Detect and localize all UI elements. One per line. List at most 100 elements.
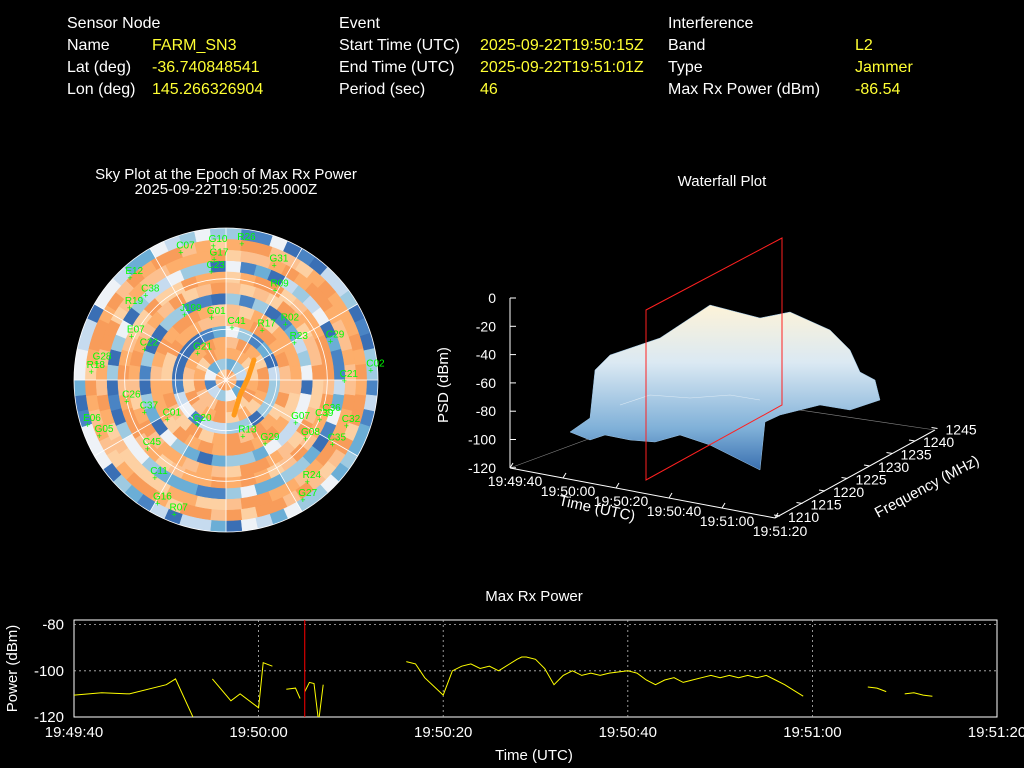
freq-tick-label: 1230: [878, 459, 909, 475]
time-tick: [509, 462, 514, 469]
satellite-marker: +: [324, 410, 329, 420]
time-tick: [562, 472, 567, 479]
x-axis-label: Time (UTC): [495, 747, 573, 764]
satellite-marker: +: [195, 348, 200, 358]
sky-cell: [322, 379, 335, 396]
time-tick-label: 19:51:00: [700, 513, 755, 529]
satellite-marker: +: [283, 319, 288, 329]
sky-azimuth-spoke: [225, 303, 358, 381]
sky-cell: [278, 365, 292, 381]
satellite-label: R07: [169, 502, 188, 513]
sky-azimuth-spoke: [225, 248, 303, 381]
satellite-marker: +: [165, 415, 170, 425]
sky-cell: [322, 364, 335, 381]
satellite-label: R02: [281, 312, 300, 323]
satellite-marker: +: [195, 420, 200, 430]
satellite-label: G08: [301, 427, 320, 438]
satellite-label: G01: [207, 306, 226, 317]
satellite-label: R13: [238, 425, 257, 436]
freq-tick: [908, 439, 916, 442]
satellite-label: G29: [260, 432, 279, 443]
satellite-label: C45: [143, 437, 162, 448]
sky-cell: [84, 379, 97, 397]
interference-band-label: Band: [668, 37, 706, 54]
time-tick-label: 19:51:20: [753, 523, 808, 539]
satellite-label: R18: [87, 360, 106, 371]
satellite-label: E07: [127, 325, 145, 336]
sky-cell: [225, 465, 242, 478]
event-panel: Event Start Time (UTC) 2025-09-22T19:50:1…: [339, 13, 644, 101]
satellite-label: J199: [180, 303, 202, 314]
sky-azimuth-spoke: [149, 248, 227, 381]
power-chart-title: Max Rx Power: [485, 588, 583, 605]
satellite-marker: +: [330, 439, 335, 449]
power-trace-segment: [904, 692, 933, 697]
sky-plot-epoch: 2025-09-22T19:50:25.000Z: [134, 181, 318, 198]
satellite-marker: +: [145, 444, 150, 454]
power-trace-segment: [406, 656, 804, 697]
sky-cell: [210, 487, 227, 500]
z-tick-label: 0: [488, 290, 496, 306]
sensor-lon-value: 145.266326904: [152, 81, 264, 98]
time-tick-label: 19:50:00: [541, 483, 596, 499]
sky-azimuth-spoke: [94, 303, 227, 381]
sky-cell: [300, 379, 314, 396]
epoch-plane: [645, 237, 783, 481]
satellite-label: C11: [150, 466, 168, 477]
jammer-track: [231, 357, 257, 418]
event-start-label: Start Time (UTC): [339, 37, 460, 54]
sky-cell: [225, 271, 242, 284]
interference-power-label: Max Rx Power (dBm): [668, 81, 821, 98]
sky-cell: [311, 379, 324, 396]
surface-ridge: [619, 394, 761, 406]
sensor-name-label: Name: [67, 37, 110, 54]
z-tick-label: -60: [476, 375, 496, 391]
time-tick-label: 19:50:20: [594, 493, 649, 509]
satellite-marker: +: [85, 420, 90, 430]
satellite-marker: +: [124, 396, 129, 406]
satellite-label: G20: [193, 413, 212, 424]
z-tick-label: -40: [476, 347, 496, 363]
z-tick-label: -80: [476, 403, 496, 419]
satellite-marker: +: [272, 260, 277, 270]
sky-cell: [311, 364, 324, 381]
satellite-label: G05: [95, 424, 114, 435]
x-tick-label: 19:50:20: [414, 724, 472, 741]
satellite-marker: +: [260, 325, 265, 335]
satellite-marker: +: [212, 255, 217, 265]
satellite-label: C29: [326, 330, 345, 341]
satellite-marker: +: [97, 431, 102, 441]
sky-plot: +R26+G10+G17+C23 +G31+R09+C07+E12+C38+R19…: [73, 227, 385, 533]
satellite-marker: +: [171, 509, 176, 519]
power-trace-segment: [74, 678, 194, 717]
sky-cell: [355, 379, 368, 397]
satellite-label: C41: [227, 316, 246, 327]
satellite-marker: +: [211, 241, 216, 251]
satellite-marker: +: [305, 477, 310, 487]
satellite-label: C07: [176, 241, 195, 252]
satellite-marker: +: [178, 248, 183, 258]
freq-tick: [931, 427, 938, 429]
sensor-node-title: Sensor Node: [67, 15, 161, 32]
interference-power-value: -86.54: [855, 81, 901, 98]
y-tick-label: -120: [34, 709, 64, 726]
sky-azimuth-spoke: [225, 379, 358, 457]
event-end-value: 2025-09-22T19:51:01Z: [480, 59, 644, 76]
sky-plot-title: Sky Plot at the Epoch of Max Rx Power: [95, 166, 357, 183]
time-tick-label: 19:49:40: [488, 473, 543, 489]
freq-tick-label: 1225: [856, 472, 887, 488]
z-tick-label: -100: [468, 432, 496, 448]
satellite-label: R17: [258, 318, 277, 329]
waterfall-surface: [569, 304, 881, 471]
satellite-marker: +: [293, 418, 298, 428]
sky-cell: [225, 303, 242, 317]
sky-cell: [117, 364, 130, 381]
sky-cell: [225, 282, 242, 295]
sky-cell: [225, 454, 242, 468]
satellite-marker: +: [292, 338, 297, 348]
sky-cell: [289, 364, 303, 381]
z-tick-label: -120: [468, 460, 496, 476]
x-tick-label: 19:51:00: [783, 724, 841, 741]
time-tick-label: 19:50:40: [647, 503, 702, 519]
freq-tick-label: 1245: [946, 422, 977, 438]
